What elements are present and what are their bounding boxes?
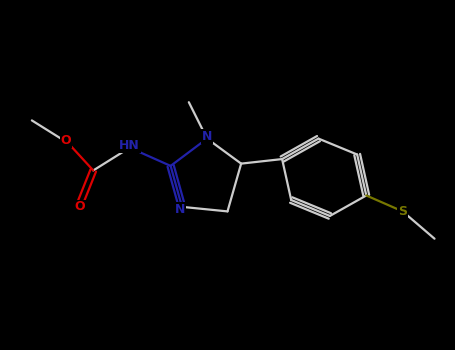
Text: O: O [74,200,85,214]
Text: S: S [398,205,407,218]
Text: N: N [202,130,212,143]
Text: N: N [175,203,185,216]
Text: O: O [61,134,71,147]
Text: HN: HN [119,139,140,152]
